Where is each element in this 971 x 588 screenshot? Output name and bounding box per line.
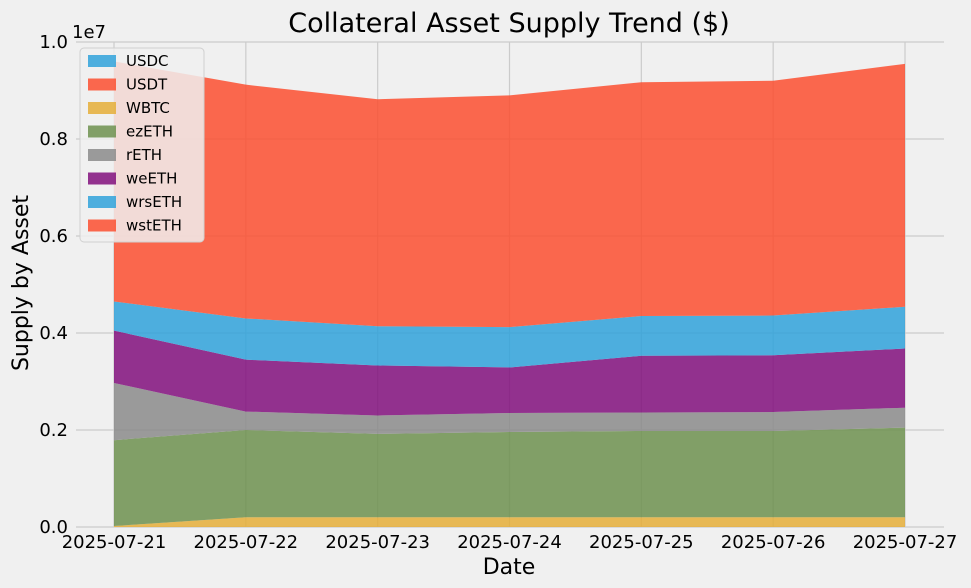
- y-offset-label: 1e7: [72, 22, 106, 43]
- legend-label-usdc: USDC: [126, 52, 169, 70]
- legend-label-weeth: weETH: [126, 170, 177, 188]
- legend-swatch-ezeth: [88, 125, 116, 138]
- legend-label-usdt: USDT: [126, 76, 168, 94]
- legend-swatch-wsteth: [88, 219, 116, 232]
- x-tick-label: 2025-07-22: [194, 532, 299, 553]
- tick-layer: 0.0 0.2 0.4 0.6 0.8 1.0 2025-07-21 2025-07-22 20…: [39, 32, 957, 553]
- legend-swatch-weeth: [88, 172, 116, 185]
- legend-swatch-reth: [88, 149, 116, 161]
- x-tick-label: 2025-07-25: [589, 532, 694, 553]
- x-tick-label: 2025-07-21: [62, 532, 167, 553]
- x-tick-label: 2025-07-23: [325, 532, 430, 553]
- area-wsteth: [114, 61, 905, 328]
- legend: USDC USDT WBTC ezETH rETH weETH wrsETH wstETH: [79, 47, 205, 243]
- y-tick-label: 0.8: [39, 129, 68, 150]
- legend-label-wrseth: wrsETH: [126, 193, 182, 211]
- area-wrseth: [114, 301, 905, 368]
- legend-label-wbtc: WBTC: [126, 99, 170, 117]
- y-axis-label: Supply by Asset: [9, 195, 34, 371]
- legend-label-reth: rETH: [126, 146, 162, 164]
- legend-swatch-usdc: [88, 55, 116, 67]
- x-tick-label: 2025-07-26: [721, 532, 826, 553]
- y-tick-label: 0.0: [39, 517, 68, 538]
- area-weeth: [114, 330, 905, 416]
- legend-frame: [79, 47, 205, 243]
- legend-label-wsteth: wstETH: [126, 217, 182, 235]
- legend-swatch-wbtc: [88, 102, 116, 114]
- y-tick-label: 0.4: [39, 323, 68, 344]
- x-tick-label: 2025-07-24: [457, 532, 562, 553]
- area-ezeth: [114, 427, 905, 527]
- legend-swatch-wrseth: [88, 196, 116, 208]
- y-tick-label: 0.2: [39, 420, 68, 441]
- x-axis-label: Date: [483, 555, 536, 580]
- chart-title: Collateral Asset Supply Trend ($): [288, 8, 730, 39]
- area-reth: [114, 382, 905, 441]
- legend-label-ezeth: ezETH: [126, 123, 173, 141]
- y-tick-label: 1.0: [39, 32, 68, 53]
- area-layer: [114, 61, 905, 527]
- legend-swatch-usdt: [88, 78, 116, 91]
- x-tick-label: 2025-07-27: [853, 532, 958, 553]
- area-wbtc: [114, 517, 905, 527]
- y-tick-label: 0.6: [39, 226, 68, 247]
